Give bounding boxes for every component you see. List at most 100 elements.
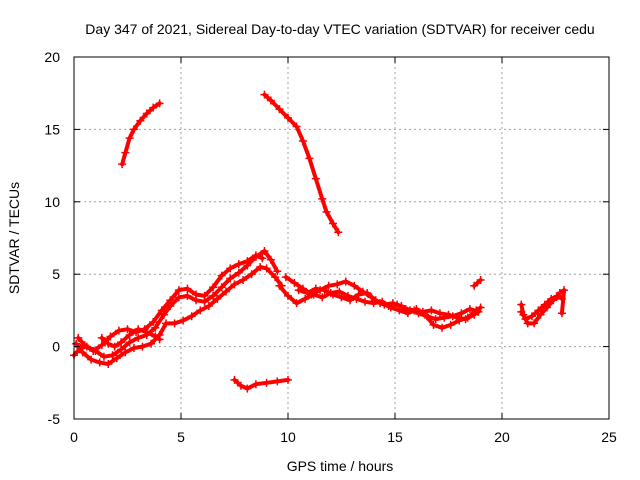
series-arc-11 [470,275,485,290]
data-point [243,384,252,393]
data-point [112,354,121,363]
data-point [476,275,485,284]
data-point [95,358,104,367]
data-point [530,319,539,328]
data-point [303,289,312,298]
data-point [159,310,168,319]
series-arc-6 [74,251,267,355]
data-point [187,312,196,321]
data-point [275,281,284,290]
data-point [423,312,432,321]
data-point [262,264,271,273]
y-tick-label: 5 [52,266,60,282]
data-point [284,291,292,300]
data-point [226,264,235,273]
data-point [527,312,536,321]
data-point [213,294,222,303]
data-point [125,331,134,340]
data-point [89,346,98,355]
data-point [155,99,164,108]
data-point [104,359,113,368]
data-point [80,341,89,350]
data-point [142,328,151,337]
series-arc-2 [260,90,343,237]
x-tick-label: 10 [280,429,296,445]
data-point [266,96,275,105]
data-point [322,207,331,216]
data-point [118,160,127,169]
series-arc-5 [72,262,286,368]
y-axis-label: SDTVAR / TECUs [6,182,22,294]
data-point [247,270,256,279]
data-point [87,355,96,364]
data-point [209,283,218,292]
y-tick-label: 20 [44,49,60,65]
x-tick-label: 20 [494,429,510,445]
data-point [273,377,282,386]
data-point [234,260,243,269]
data-point [258,254,267,263]
data-point [371,296,380,305]
series-arc-13 [517,291,566,324]
series-trace [472,278,483,288]
data-point [209,291,218,300]
data-point [251,380,260,389]
data-point [440,313,449,322]
data-point [125,338,134,347]
y-tick-label: 10 [44,194,60,210]
series-arc-1 [118,99,164,169]
data-point [311,174,320,183]
data-point [341,277,350,286]
data-point [262,378,271,387]
data-point [142,109,151,118]
data-point [397,302,406,311]
data-point [311,284,320,293]
data-point [534,306,543,315]
data-point [110,342,119,351]
data-point [260,90,269,99]
data-point [476,303,485,312]
data-point [200,291,209,300]
data-point [380,300,389,309]
axis-ticks: 0 5 10 15 20 25 -5 0 5 10 15 20 [44,49,617,445]
data-point [335,287,344,296]
data-point [427,306,436,315]
data-point [134,325,143,334]
data-point [284,113,292,122]
series-arc-3 [230,375,292,393]
data-point [230,280,239,289]
data-point [260,247,269,256]
data-point [191,290,200,299]
data-point [275,105,284,114]
data-point [318,293,327,302]
data-point [99,352,108,361]
data-point [271,273,280,282]
series-trace [296,286,481,322]
data-point [465,304,474,313]
series-arc-7 [97,325,164,351]
data-point [256,262,265,271]
data-point [414,309,423,318]
data-point [97,341,106,350]
data-point [217,283,226,292]
data-point [183,284,192,293]
data-point [395,306,404,315]
data-point [354,290,363,299]
data-point [151,332,160,341]
data-point [284,375,292,384]
data-point [78,348,87,357]
x-tick-label: 5 [177,429,185,445]
plot-frame [73,56,610,420]
data-point [301,294,310,303]
data-point [431,315,440,324]
data-point [196,306,205,315]
data-point [273,267,282,276]
data-point [129,344,138,353]
data-point [455,316,464,325]
data-point [179,316,188,325]
data-point [121,348,130,357]
data-point [328,219,337,228]
data-point [547,294,556,303]
